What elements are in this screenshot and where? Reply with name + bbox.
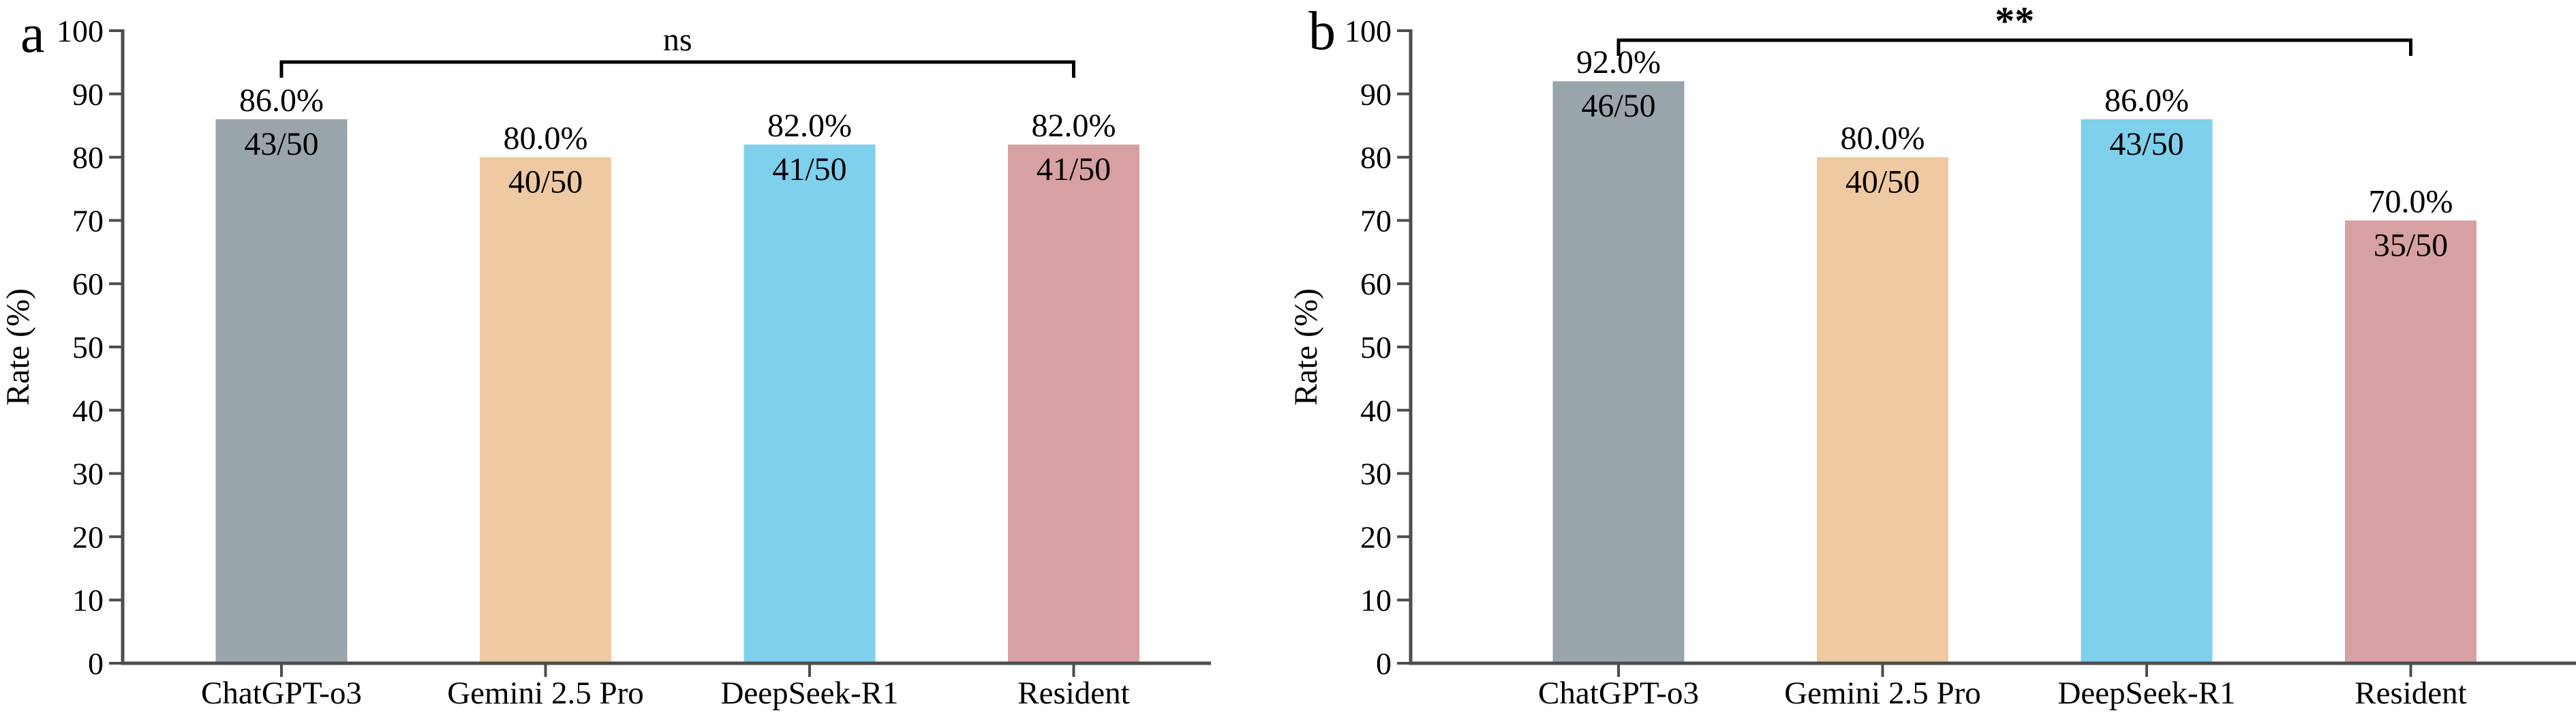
significance-label: ** bbox=[1995, 0, 2034, 43]
bar-resident bbox=[1008, 145, 1139, 663]
bar-count-label-gemini-2-5-pro: 40/50 bbox=[508, 164, 583, 200]
y-tick-label-50: 50 bbox=[72, 330, 104, 365]
y-tick-label-100: 100 bbox=[57, 14, 104, 48]
bar-percent-label-resident: 82.0% bbox=[1032, 108, 1116, 144]
bar-percent-label-deepseek-r1: 86.0% bbox=[2104, 82, 2189, 119]
panel-letter: a bbox=[20, 4, 45, 64]
bar-count-label-deepseek-r1: 43/50 bbox=[2109, 126, 2183, 162]
panel-b-plot: 92.0%46/50ChatGPT-o380.0%40/50Gemini 2.5… bbox=[1345, 0, 2576, 711]
panel-b: b Rate (%) 92.0%46/50ChatGPT-o380.0%40/5… bbox=[1288, 0, 2576, 713]
bar-percent-label-deepseek-r1: 82.0% bbox=[767, 108, 852, 144]
y-tick-label-60: 60 bbox=[1360, 267, 1392, 301]
bar-percent-label-gemini-2-5-pro: 80.0% bbox=[1841, 121, 1925, 157]
panel-a-plot: 86.0% 43/50 ChatGPT-o3 80.0% 40/50 Gemini 2.5… bbox=[57, 14, 1211, 711]
y-tick-label-80: 80 bbox=[72, 140, 104, 175]
y-tick-label-0: 0 bbox=[88, 646, 104, 681]
y-tick-label-0: 0 bbox=[1376, 646, 1392, 681]
y-tick-label-20: 20 bbox=[1360, 519, 1392, 554]
bar-chatgpt-o3 bbox=[1553, 81, 1685, 663]
y-tick-label-20: 20 bbox=[72, 519, 104, 554]
bar-count-label-resident: 35/50 bbox=[2374, 227, 2448, 263]
y-tick-label-60: 60 bbox=[72, 267, 104, 301]
bar-deepseek-r1 bbox=[744, 145, 876, 663]
y-tick-label-70: 70 bbox=[1360, 203, 1392, 238]
x-axis-label-deepseek-r1: DeepSeek-R1 bbox=[720, 676, 898, 711]
x-axis-label-resident: Resident bbox=[1017, 676, 1129, 711]
bar-count-label-chatgpt-o3: 46/50 bbox=[1581, 88, 1655, 124]
x-axis-label-deepseek-r1: DeepSeek-R1 bbox=[2057, 676, 2235, 711]
bar-percent-label-chatgpt-o3: 86.0% bbox=[239, 82, 324, 119]
significance-label: ns bbox=[663, 22, 692, 58]
y-tick-label-80: 80 bbox=[1360, 140, 1392, 175]
x-axis-label-gemini-2-5-pro: Gemini 2.5 Pro bbox=[1784, 676, 1981, 711]
bar-count-label-deepseek-r1: 41/50 bbox=[772, 151, 846, 187]
y-tick-label-100: 100 bbox=[1345, 14, 1392, 48]
bar-count-label-chatgpt-o3: 43/50 bbox=[244, 126, 318, 162]
x-axis-label-resident: Resident bbox=[2355, 676, 2466, 711]
x-axis-label-chatgpt-o3: ChatGPT-o3 bbox=[201, 676, 362, 711]
panel-a-chart: a Rate (%) 86.0% 43/50 ChatGPT-o3 80.0% 40/5… bbox=[0, 0, 1288, 713]
significance-bracket bbox=[281, 62, 1074, 78]
bar-deepseek-r1 bbox=[2081, 119, 2213, 663]
x-axis-label-chatgpt-o3: ChatGPT-o3 bbox=[1538, 676, 1699, 711]
panel-letter: b bbox=[1308, 1, 1336, 61]
y-tick-label-90: 90 bbox=[1360, 77, 1392, 112]
bar-gemini-2-5-pro bbox=[1817, 157, 1948, 663]
figure: a Rate (%) 86.0% 43/50 ChatGPT-o3 80.0% 40/5… bbox=[0, 0, 2576, 713]
y-axis-title: Rate (%) bbox=[1288, 288, 1324, 406]
y-tick-label-70: 70 bbox=[72, 203, 104, 238]
y-tick-label-10: 10 bbox=[72, 583, 104, 618]
bar-percent-label-resident: 70.0% bbox=[2369, 183, 2453, 219]
y-tick-label-40: 40 bbox=[72, 393, 104, 428]
y-tick-label-30: 30 bbox=[1360, 457, 1392, 491]
panel-a: a Rate (%) 86.0% 43/50 ChatGPT-o3 80.0% 40/5… bbox=[0, 0, 1288, 713]
y-tick-label-40: 40 bbox=[1360, 393, 1392, 428]
x-axis-label-gemini-2-5-pro: Gemini 2.5 Pro bbox=[447, 676, 644, 711]
bar-chatgpt-o3 bbox=[216, 119, 348, 663]
bar-count-label-resident: 41/50 bbox=[1037, 151, 1111, 187]
y-tick-label-50: 50 bbox=[1360, 330, 1392, 365]
bar-resident bbox=[2345, 220, 2477, 663]
bar-percent-label-gemini-2-5-pro: 80.0% bbox=[504, 121, 588, 157]
y-tick-label-90: 90 bbox=[72, 77, 104, 112]
bar-gemini-2-5-pro bbox=[480, 157, 611, 663]
bar-count-label-gemini-2-5-pro: 40/50 bbox=[1845, 164, 1920, 200]
y-tick-label-10: 10 bbox=[1360, 583, 1392, 618]
panel-b-chart: b Rate (%) 92.0%46/50ChatGPT-o380.0%40/5… bbox=[1288, 0, 2576, 713]
y-tick-label-30: 30 bbox=[72, 457, 104, 491]
y-axis-title: Rate (%) bbox=[0, 288, 36, 406]
